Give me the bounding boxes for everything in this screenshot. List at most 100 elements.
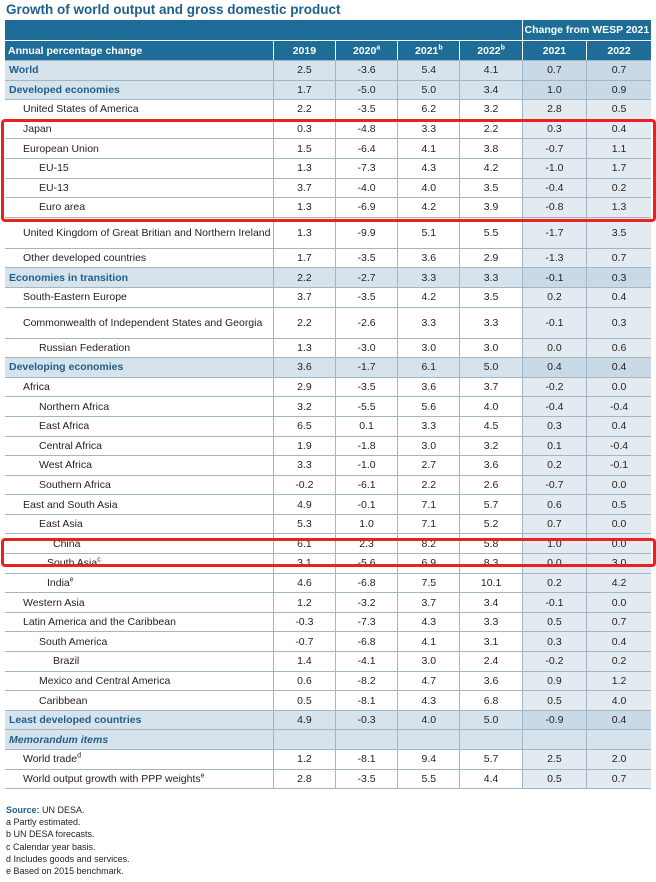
- value-cell: [459, 729, 523, 750]
- value-cell: 8.3: [459, 553, 523, 574]
- value-cell: 4.2: [397, 287, 461, 308]
- value-cell: -3.5: [335, 769, 399, 790]
- row-label: Caribbean: [5, 690, 274, 711]
- value-cell: 4.1: [459, 60, 523, 81]
- table-row: Northern Africa 3.2 -5.5 5.6 4.0 -0.4 -0.4: [5, 396, 651, 417]
- value-cell: -6.9: [335, 197, 399, 218]
- value-cell: 1.3: [273, 158, 336, 179]
- value-cell: 3.2: [459, 99, 523, 120]
- value-cell: 3.3: [397, 267, 461, 288]
- table-row: Economies in transition 2.2 -2.7 3.3 3.3 -0.1…: [5, 267, 651, 288]
- value-cell: 3.1: [273, 553, 336, 574]
- header-group-row: Change from WESP 2021: [5, 20, 651, 41]
- value-cell: 5.0: [459, 710, 523, 731]
- change-cell: -0.7: [522, 475, 588, 496]
- change-cell: 0.2: [586, 651, 651, 672]
- change-cell: -1.3: [522, 248, 588, 269]
- value-cell: 4.2: [459, 158, 523, 179]
- row-label: South-Eastern Europe: [5, 287, 274, 308]
- footnotes: Source: UN DESA. a Partly estimated. b U…: [6, 804, 130, 877]
- change-cell: 0.0: [522, 553, 588, 574]
- change-cell: 0.4: [522, 357, 588, 378]
- change-cell: 0.3: [522, 631, 588, 653]
- year-header-2019: 2019: [273, 40, 336, 61]
- value-cell: 4.9: [273, 710, 336, 731]
- value-cell: -4.1: [335, 651, 399, 672]
- value-cell: 4.3: [397, 158, 461, 179]
- value-cell: -0.2: [273, 475, 336, 496]
- change-cell: -0.2: [522, 377, 588, 398]
- change-cell: 3.0: [586, 553, 651, 574]
- row-label: World traded: [5, 749, 274, 770]
- value-cell: 2.8: [273, 769, 336, 790]
- value-cell: 2.2: [459, 119, 523, 140]
- change-cell: 0.7: [586, 769, 651, 790]
- change-cell: -0.1: [586, 455, 651, 476]
- value-cell: 3.4: [459, 592, 523, 613]
- value-cell: 4.3: [397, 690, 461, 711]
- footnote-e: e Based on 2015 benchmark.: [6, 866, 124, 877]
- value-cell: 2.2: [273, 99, 336, 120]
- value-cell: 5.3: [273, 514, 336, 535]
- change-cell: 0.5: [586, 99, 651, 120]
- change-cell: -0.7: [522, 138, 588, 159]
- row-label: Economies in transition: [5, 267, 274, 288]
- value-cell: 4.2: [397, 197, 461, 218]
- table-row: Other developed countries 1.7 -3.5 3.6 2.9 -1…: [5, 248, 651, 269]
- change-cell: 0.3: [522, 416, 588, 437]
- value-cell: [397, 729, 461, 750]
- value-cell: 5.7: [459, 494, 523, 515]
- change-cell: -1.0: [522, 158, 588, 179]
- row-label: World output growth with PPP weightse: [5, 769, 274, 790]
- row-label: Commonwealth of Independent States and G…: [5, 307, 274, 339]
- value-cell: -6.1: [335, 475, 399, 496]
- value-cell: 3.8: [459, 138, 523, 159]
- value-cell: -3.6: [335, 60, 399, 81]
- table-row: West Africa 3.3 -1.0 2.7 3.6 0.2 -0.1: [5, 455, 651, 476]
- value-cell: 3.3: [459, 612, 523, 633]
- value-cell: 7.5: [397, 573, 461, 594]
- value-cell: 2.2: [397, 475, 461, 496]
- row-label: Africa: [5, 377, 274, 398]
- value-cell: 3.0: [397, 651, 461, 672]
- row-label: United States of America: [5, 99, 274, 120]
- table-row: World traded 1.2 -8.1 9.4 5.7 2.5 2.0: [5, 749, 651, 770]
- change-cell: 0.6: [522, 494, 588, 515]
- row-label: Japan: [5, 119, 274, 140]
- value-cell: 9.4: [397, 749, 461, 770]
- change-cell: -0.1: [522, 267, 588, 288]
- table-row: East Asia 5.3 1.0 7.1 5.2 0.7 0.0: [5, 514, 651, 535]
- change-cell: 2.5: [522, 749, 588, 770]
- change-cell: 0.7: [586, 248, 651, 269]
- row-label: Central Africa: [5, 436, 274, 457]
- change-cell: 0.3: [586, 307, 651, 339]
- value-cell: 2.9: [273, 377, 336, 398]
- value-cell: 4.0: [397, 178, 461, 199]
- value-cell: -5.6: [335, 553, 399, 574]
- change-cell: 0.9: [586, 80, 651, 101]
- change-cell: 0.4: [586, 357, 651, 378]
- value-cell: -3.5: [335, 287, 399, 308]
- row-label: Developing economies: [5, 357, 274, 378]
- value-cell: -4.8: [335, 119, 399, 140]
- change-cell: -0.4: [586, 436, 651, 457]
- row-label: Southern Africa: [5, 475, 274, 496]
- value-cell: 5.5: [397, 769, 461, 790]
- value-cell: -0.3: [273, 612, 336, 633]
- table-row: EU-13 3.7 -4.0 4.0 3.5 -0.4 0.2: [5, 178, 651, 199]
- value-cell: 2.6: [459, 475, 523, 496]
- table-row: East and South Asia 4.9 -0.1 7.1 5.7 0.6 0.5: [5, 494, 651, 515]
- change-header-2022: 2022: [586, 40, 651, 61]
- row-label: East Asia: [5, 514, 274, 535]
- change-cell: 0.9: [522, 671, 588, 692]
- value-cell: -0.7: [273, 631, 336, 653]
- row-label: Western Asia: [5, 592, 274, 613]
- change-group-header: Change from WESP 2021: [522, 20, 651, 41]
- change-cell: -0.4: [522, 178, 588, 199]
- table-row: Developed economies 1.7 -5.0 5.0 3.4 1.0 0.9: [5, 80, 651, 101]
- value-cell: 1.0: [335, 514, 399, 535]
- value-cell: 3.3: [273, 455, 336, 476]
- row-label: EU-15: [5, 158, 274, 179]
- change-cell: 1.1: [586, 138, 651, 159]
- value-cell: 4.9: [273, 494, 336, 515]
